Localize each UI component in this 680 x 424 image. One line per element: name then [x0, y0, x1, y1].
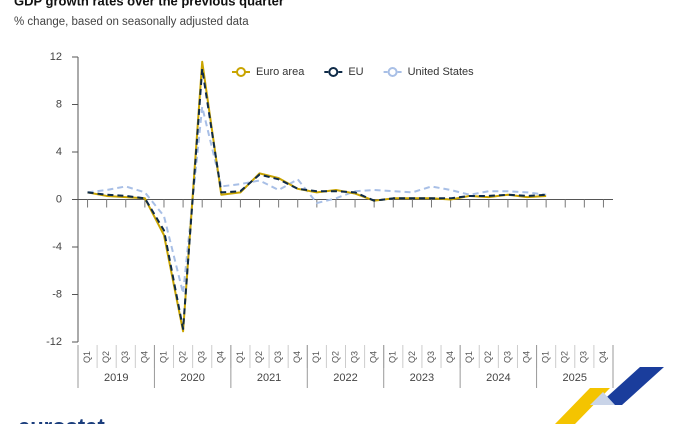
legend-label: Euro area	[256, 66, 305, 78]
x-tick-label: Q4	[521, 351, 531, 363]
x-tick-label: Q1	[158, 351, 168, 363]
x-tick-label: Q4	[445, 351, 455, 363]
chart-subtitle: % change, based on seasonally adjusted d…	[14, 16, 249, 28]
x-tick-label: Q3	[273, 351, 283, 363]
x-tick-label: Q2	[254, 351, 264, 363]
y-tick-label: 8	[56, 98, 62, 110]
x-tick-label: Q1	[82, 351, 92, 363]
x-tick-label: Q3	[502, 351, 512, 363]
x-tick-label: Q2	[330, 351, 340, 363]
x-group-label: 2022	[333, 372, 357, 384]
x-tick-label: Q4	[292, 351, 302, 363]
x-tick-label: Q1	[388, 351, 398, 363]
legend-label: EU	[348, 66, 363, 78]
series-line	[87, 105, 547, 295]
legend-marker	[387, 67, 398, 77]
x-tick-label: Q4	[139, 351, 149, 363]
x-tick-label: Q4	[369, 351, 379, 363]
y-tick-label: 12	[50, 51, 62, 63]
x-tick-label: Q3	[579, 351, 589, 363]
x-tick-label: Q1	[235, 351, 245, 363]
logo-text: eurostat	[18, 414, 105, 424]
x-group-label: 2025	[563, 372, 587, 384]
x-tick-label: Q1	[311, 351, 321, 363]
chart-title: GDP growth rates over the previous quart…	[14, 0, 284, 8]
x-tick-label: Q1	[541, 351, 551, 363]
series-line	[87, 67, 547, 330]
y-tick-label: 0	[56, 193, 62, 205]
x-tick-label: Q3	[120, 351, 130, 363]
x-tick-label: Q2	[407, 351, 417, 363]
series-line	[87, 60, 547, 333]
x-tick-label: Q4	[598, 351, 608, 363]
x-group-label: 2019	[104, 372, 128, 384]
x-tick-label: Q4	[216, 351, 226, 363]
x-group-label: 2024	[486, 372, 510, 384]
x-tick-label: Q2	[101, 351, 111, 363]
y-tick-label: 4	[56, 146, 62, 158]
logo-graphic	[555, 367, 664, 424]
x-group-label: 2023	[410, 372, 434, 384]
x-tick-label: Q1	[464, 351, 474, 363]
x-tick-label: Q2	[560, 351, 570, 363]
y-tick-label: -12	[46, 336, 62, 348]
legend-marker	[236, 67, 246, 77]
x-tick-label: Q3	[197, 351, 207, 363]
legend-label: United States	[408, 66, 475, 78]
legend-item: EU	[324, 66, 364, 78]
x-tick-label: Q3	[349, 351, 359, 363]
x-tick-label: Q2	[483, 351, 493, 363]
y-tick-label: -4	[52, 241, 62, 253]
x-group-label: 2021	[257, 372, 281, 384]
x-tick-label: Q2	[177, 351, 187, 363]
legend-item: United States	[383, 66, 475, 78]
legend-item: Euro area	[232, 66, 305, 78]
legend-marker	[328, 67, 339, 77]
x-tick-label: Q3	[426, 351, 436, 363]
y-tick-label: -8	[52, 288, 62, 300]
x-group-label: 2020	[180, 372, 204, 384]
